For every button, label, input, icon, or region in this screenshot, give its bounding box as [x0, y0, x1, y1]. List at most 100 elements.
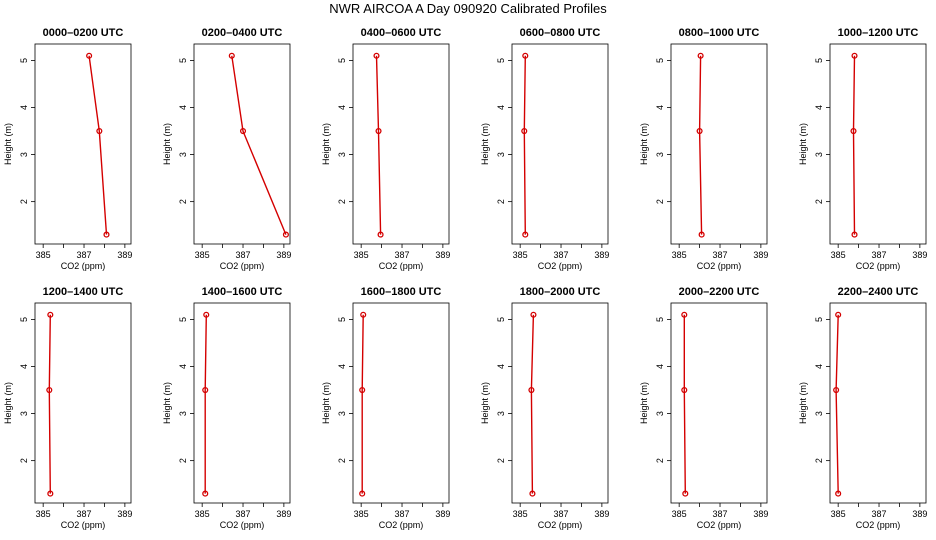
profile-point — [530, 311, 537, 318]
profile-panel: 0400–0600 UTC 385 387 389 CO2 (ppm) 2 3 4 5 Heigh… — [321, 27, 450, 271]
y-tick-label: 4 — [19, 105, 29, 110]
panel-title: 1000–1200 UTC — [838, 27, 919, 39]
profile-panel: 0000–0200 UTC 385 387 389 CO2 (ppm) 2 3 4 5 Heigh… — [3, 27, 132, 271]
profile-point — [681, 387, 688, 394]
y-tick-label: 3 — [655, 152, 665, 157]
y-tick-label: 2 — [814, 199, 824, 204]
x-axis-label: CO2 (ppm) — [379, 520, 424, 530]
x-axis-label: CO2 (ppm) — [856, 261, 901, 271]
x-tick-label: 389 — [276, 250, 291, 260]
y-axis-label: Height (m) — [162, 123, 172, 165]
x-tick-label: 385 — [195, 250, 210, 260]
profile-point — [103, 231, 110, 238]
y-tick-label: 4 — [496, 364, 506, 369]
profile-point — [359, 490, 366, 497]
y-tick-label: 2 — [178, 458, 188, 463]
plot-frame — [193, 43, 291, 245]
x-tick-label: 387 — [77, 509, 92, 519]
x-axis-label: CO2 (ppm) — [538, 261, 583, 271]
y-tick-label: 5 — [178, 317, 188, 322]
panel-title: 0600–0800 UTC — [520, 27, 601, 39]
profile-panel: 1600–1800 UTC 385 387 389 CO2 (ppm) 2 3 4 5 Heigh… — [321, 286, 450, 530]
x-tick-label: 387 — [395, 250, 410, 260]
profile-point — [228, 52, 235, 59]
profile-panel: 1800–2000 UTC 385 387 389 CO2 (ppm) 2 3 4 5 Heigh… — [480, 286, 609, 530]
profile-point — [851, 52, 858, 59]
y-tick-label: 3 — [814, 411, 824, 416]
plot-frame — [511, 302, 609, 504]
y-tick-label: 5 — [19, 58, 29, 63]
plot-frame — [193, 302, 291, 504]
x-tick-label: 387 — [554, 250, 569, 260]
profile-point — [202, 490, 209, 497]
profile-point — [203, 311, 210, 318]
profile-point — [360, 311, 367, 318]
x-tick-label: 387 — [77, 250, 92, 260]
x-tick-label: 385 — [513, 250, 528, 260]
x-tick-label: 387 — [236, 509, 251, 519]
y-tick-label: 5 — [814, 317, 824, 322]
x-tick-label: 385 — [672, 509, 687, 519]
y-axis-label: Height (m) — [798, 382, 808, 424]
y-tick-label: 5 — [19, 317, 29, 322]
x-tick-label: 385 — [513, 509, 528, 519]
profile-point — [282, 231, 289, 238]
x-tick-label: 389 — [435, 250, 450, 260]
plot-frame — [352, 302, 450, 504]
plot-frame — [34, 43, 132, 245]
profile-line — [375, 55, 382, 235]
panel-title: 2000–2200 UTC — [679, 286, 760, 298]
y-tick-label: 2 — [814, 458, 824, 463]
x-axis-label: CO2 (ppm) — [220, 261, 265, 271]
profile-line — [523, 55, 526, 235]
y-tick-label: 5 — [814, 58, 824, 63]
profile-point — [697, 52, 704, 59]
y-tick-label: 2 — [19, 458, 29, 463]
profile-panel: 2000–2200 UTC 385 387 389 CO2 (ppm) 2 3 4 5 Heigh… — [639, 286, 768, 530]
y-tick-label: 4 — [814, 364, 824, 369]
x-axis-label: CO2 (ppm) — [61, 261, 106, 271]
x-tick-label: 387 — [713, 509, 728, 519]
x-tick-label: 385 — [831, 250, 846, 260]
x-tick-label: 389 — [912, 250, 927, 260]
y-axis-label: Height (m) — [480, 123, 490, 165]
plot-frame — [670, 302, 768, 504]
x-tick-label: 389 — [753, 250, 768, 260]
profile-line — [683, 314, 686, 494]
y-tick-label: 5 — [337, 317, 347, 322]
x-tick-label: 387 — [872, 250, 887, 260]
profile-line — [231, 55, 287, 235]
x-axis-label: CO2 (ppm) — [697, 520, 742, 530]
y-tick-label: 3 — [496, 152, 506, 157]
y-axis-label: Height (m) — [162, 382, 172, 424]
profile-point — [835, 490, 842, 497]
x-axis-label: CO2 (ppm) — [220, 520, 265, 530]
y-tick-label: 5 — [178, 58, 188, 63]
profile-line — [361, 314, 364, 494]
y-tick-label: 2 — [655, 199, 665, 204]
profile-point — [522, 52, 529, 59]
y-tick-label: 3 — [178, 152, 188, 157]
profile-panel: 1400–1600 UTC 385 387 389 CO2 (ppm) 2 3 4 5 Heigh… — [162, 286, 291, 530]
x-tick-label: 385 — [36, 509, 51, 519]
y-tick-label: 3 — [814, 152, 824, 157]
profile-point — [851, 231, 858, 238]
y-tick-label: 2 — [496, 199, 506, 204]
x-axis-label: CO2 (ppm) — [379, 261, 424, 271]
x-tick-label: 387 — [713, 250, 728, 260]
y-axis-label: Height (m) — [321, 123, 331, 165]
y-tick-label: 3 — [19, 152, 29, 157]
profile-point — [681, 311, 688, 318]
profile-point — [522, 231, 529, 238]
profile-point — [359, 387, 366, 394]
y-axis-label: Height (m) — [3, 382, 13, 424]
y-axis-label: Height (m) — [321, 382, 331, 424]
panel-title: 1400–1600 UTC — [202, 286, 283, 298]
x-tick-label: 385 — [831, 509, 846, 519]
profile-line — [852, 55, 856, 235]
y-axis-label: Height (m) — [798, 123, 808, 165]
y-tick-label: 4 — [655, 364, 665, 369]
profile-panel: 1000–1200 UTC 385 387 389 CO2 (ppm) 2 3 4 5 Heigh… — [798, 27, 927, 271]
plot-frame — [670, 43, 768, 245]
